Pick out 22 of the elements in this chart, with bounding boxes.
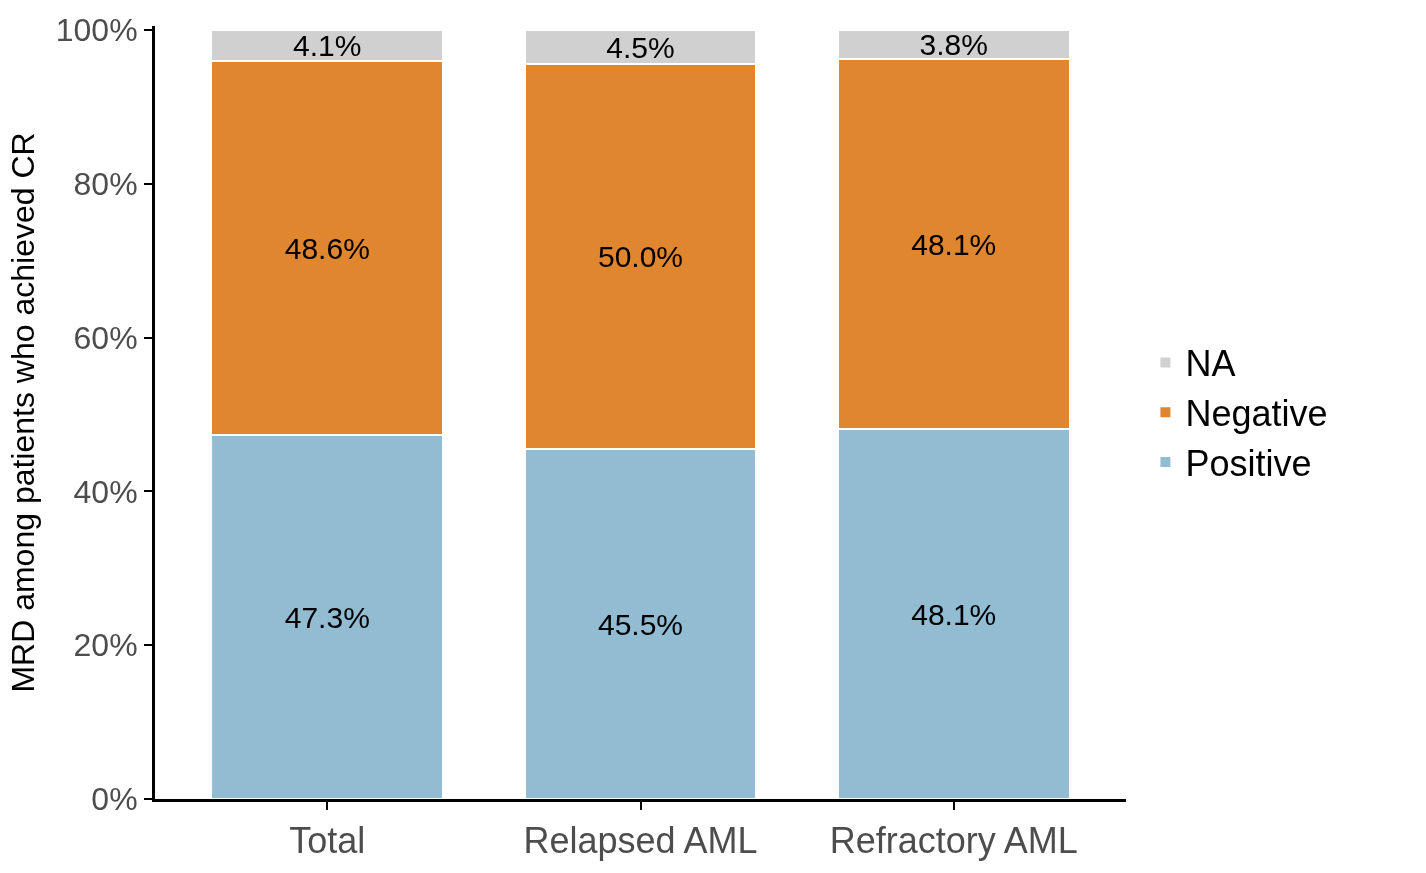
- x-tick-label: Relapsed AML: [523, 820, 758, 862]
- x-tick-label: Refractory AML: [829, 820, 1078, 862]
- y-tick-label: 80%: [73, 165, 138, 202]
- data-label: 4.1%: [293, 29, 362, 63]
- data-label: 45.5%: [597, 607, 684, 641]
- x-tick-label: Total: [289, 820, 366, 862]
- legend-label: Negative: [1185, 393, 1328, 435]
- data-label: 47.3%: [284, 600, 370, 634]
- legend-label: Positive: [1185, 443, 1312, 485]
- y-tick-label: 100%: [55, 12, 138, 49]
- data-label: 4.5%: [606, 30, 675, 64]
- data-label: 48.6%: [284, 231, 370, 265]
- data-label: 50.0%: [597, 240, 684, 274]
- y-tick-label: 0%: [91, 781, 138, 818]
- y-axis-title: MRD among patients who achieved CR: [5, 132, 42, 693]
- y-tick-label: 60%: [73, 319, 138, 356]
- data-label: 48.1%: [911, 227, 997, 261]
- y-tick-label: 40%: [73, 473, 138, 510]
- legend-label: NA: [1185, 343, 1236, 385]
- data-label: 3.8%: [919, 27, 988, 61]
- y-tick-label: 20%: [73, 627, 138, 664]
- data-label: 48.1%: [911, 597, 997, 631]
